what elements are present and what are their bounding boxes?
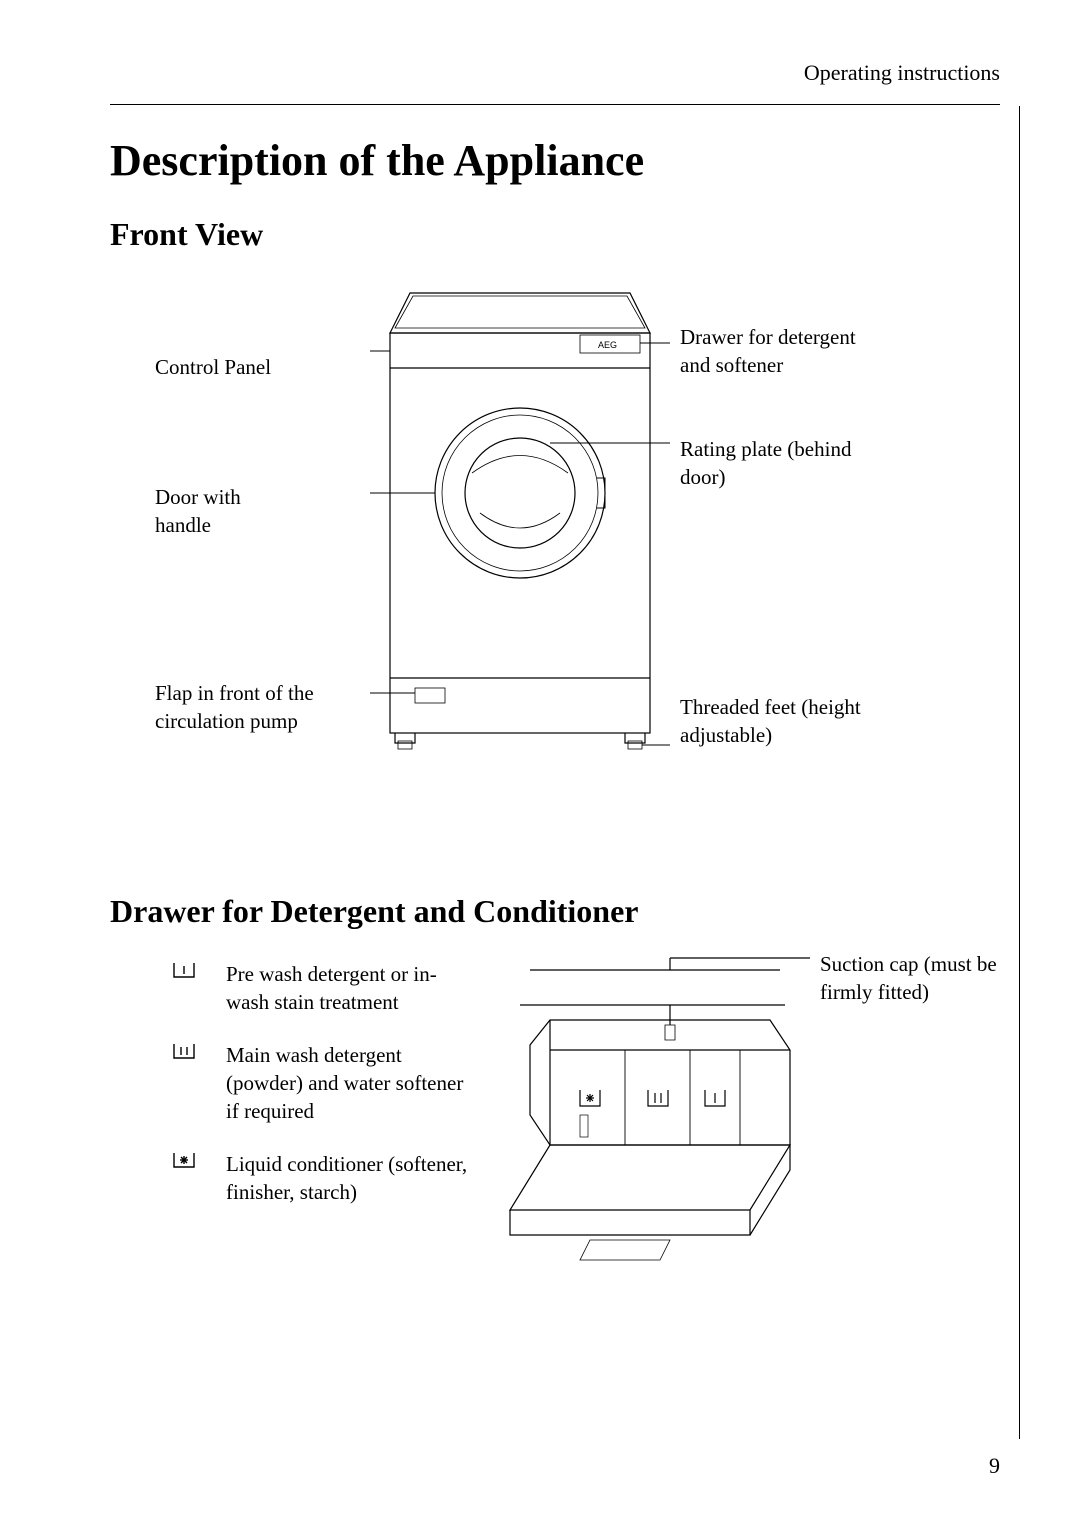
- prewash-icon: [170, 960, 202, 980]
- drawer-item-text: Pre wash detergent or in-wash stain trea…: [226, 960, 470, 1017]
- front-view-figure: Control Panel Door with handle Flap in f…: [110, 273, 1000, 833]
- front-view-title: Front View: [110, 216, 1000, 253]
- label-control-panel: Control Panel: [155, 353, 271, 381]
- washer-diagram: AEG: [370, 273, 670, 753]
- list-item: Pre wash detergent or in-wash stain trea…: [170, 960, 470, 1017]
- mainwash-icon: [170, 1041, 202, 1061]
- brand-text-svg: AEG: [598, 340, 617, 350]
- label-drawer: Drawer for detergent and softener: [680, 323, 860, 380]
- right-margin-rule: [1019, 106, 1020, 1439]
- header-text: Operating instructions: [804, 60, 1000, 86]
- drawer-section: Drawer for Detergent and Conditioner Pre…: [110, 893, 1000, 1320]
- label-feet: Threaded feet (height adjustable): [680, 693, 900, 750]
- drawer-item-text: Liquid conditioner (softener, finisher, …: [226, 1150, 470, 1207]
- page: Operating instructions Description of th…: [0, 0, 1080, 1529]
- page-header: Operating instructions: [110, 60, 1000, 100]
- page-number: 9: [989, 1453, 1000, 1479]
- header-rule: [110, 104, 1000, 105]
- list-item: Main wash detergent (powder) and water s…: [170, 1041, 470, 1126]
- drawer-figure: Pre wash detergent or in-wash stain trea…: [110, 950, 1000, 1320]
- drawer-item-text: Main wash detergent (powder) and water s…: [226, 1041, 470, 1126]
- label-flap-pump: Flap in front of the circulation pump: [155, 679, 375, 736]
- label-door-handle: Door with handle: [155, 483, 295, 540]
- drawer-diagram: [490, 950, 810, 1290]
- drawer-section-title: Drawer for Detergent and Conditioner: [110, 893, 1000, 930]
- softener-icon: [170, 1150, 202, 1170]
- drawer-legend: Pre wash detergent or in-wash stain trea…: [170, 960, 470, 1230]
- label-suction-cap: Suction cap (must be firmly fitted): [820, 950, 1000, 1007]
- list-item: Liquid conditioner (softener, finisher, …: [170, 1150, 470, 1207]
- page-title: Description of the Appliance: [110, 135, 1000, 186]
- label-rating-plate: Rating plate (behind door): [680, 435, 860, 492]
